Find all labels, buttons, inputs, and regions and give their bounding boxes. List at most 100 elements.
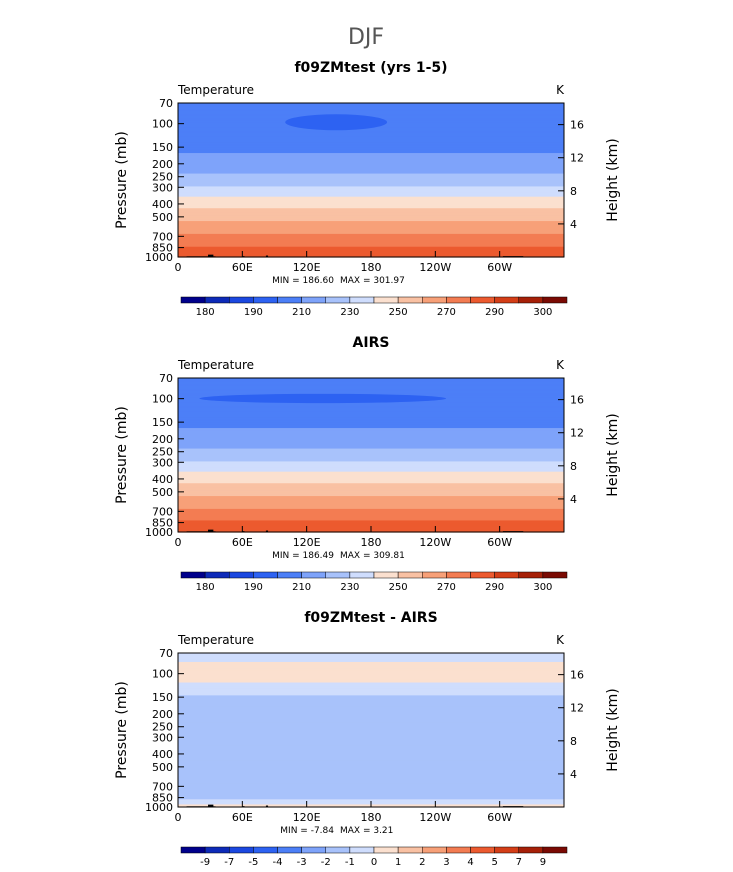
contour-band (178, 447, 564, 450)
contour-band (178, 771, 564, 773)
contour-band (178, 451, 564, 454)
lon-tick-label: 120W (419, 261, 451, 274)
topo-block (208, 529, 214, 532)
colorbar-swatch (373, 296, 399, 304)
height-tick-label: 12 (570, 702, 584, 715)
contour-band (178, 668, 564, 671)
contour-band (178, 105, 564, 108)
colorbar-swatch (277, 296, 302, 304)
contour-band (178, 200, 564, 203)
contour-band (178, 416, 564, 419)
contour-band (178, 226, 564, 229)
colorbar-swatch (397, 296, 423, 304)
contour-band (178, 463, 564, 466)
pressure-tick-label: 500 (152, 211, 173, 224)
contour-band (178, 490, 564, 493)
contour-band (178, 487, 564, 489)
contour-band (178, 722, 564, 725)
height-tick-label: 8 (570, 185, 577, 198)
contour-band (178, 224, 564, 227)
colorbar-swatch (325, 571, 351, 579)
height-tick-label: 16 (570, 669, 584, 682)
colorbar-swatch (470, 846, 495, 854)
height-tick-label: 16 (570, 394, 584, 407)
height-tick-label: 8 (570, 460, 577, 473)
units-label: K (556, 83, 565, 97)
contour-band (178, 206, 564, 209)
contour-band (178, 772, 564, 775)
contour-band (178, 686, 564, 689)
contour-band (178, 129, 564, 132)
colorbar-swatch (180, 296, 206, 304)
contour-band (178, 744, 564, 746)
colorbar-swatch (277, 571, 302, 579)
variable-label: Temperature (177, 633, 254, 647)
contour-fill (178, 103, 564, 258)
y2-axis-label: Height (km) (605, 688, 621, 771)
contour-band (178, 687, 564, 690)
colorbar-swatch (470, 571, 495, 579)
contour-band (178, 758, 564, 761)
contour-band (178, 248, 564, 250)
colorbar-label: 4 (467, 857, 473, 868)
colorbar-label: 5 (491, 857, 497, 868)
contour-band (178, 429, 564, 432)
contour-band (178, 478, 564, 480)
contour-band (178, 728, 564, 731)
contour-band (178, 672, 564, 675)
contour-band (178, 428, 564, 430)
contour-band (178, 446, 564, 448)
lon-tick-label: 0 (175, 811, 182, 824)
contour-band (178, 455, 564, 457)
contour-band (178, 762, 564, 764)
contour-band (178, 786, 564, 789)
contour-band (178, 218, 564, 221)
contour-band (178, 149, 564, 152)
colorbar-swatch (349, 846, 375, 854)
contour-band (178, 492, 564, 495)
contour-band (178, 476, 564, 479)
contour-band (178, 733, 564, 736)
contour-band (178, 180, 564, 182)
contour-band (178, 789, 564, 791)
contour-band (178, 664, 564, 667)
colorbar-label: 180 (196, 582, 215, 593)
contour-band (178, 160, 564, 163)
contour-band (178, 381, 564, 384)
colorbar-swatch (204, 296, 230, 304)
pressure-tick-label: 850 (152, 517, 173, 530)
contour-band (178, 413, 564, 416)
contour-band (178, 103, 564, 105)
contour-band (178, 472, 564, 475)
contour-band (178, 462, 564, 465)
pressure-tick-label: 400 (152, 473, 173, 486)
colorbar-label: -5 (248, 857, 258, 868)
contour-band (178, 185, 564, 188)
contour-band (178, 386, 564, 389)
contour-band (178, 708, 564, 711)
colorbar-label: 0 (371, 857, 377, 868)
contour-band (178, 489, 564, 492)
contour-band (178, 209, 564, 212)
contour-band (178, 727, 564, 730)
contour-band (178, 679, 564, 682)
contour-band (178, 440, 564, 443)
contour-band (178, 176, 564, 179)
colorbar-swatch (253, 571, 278, 579)
pressure-tick-label: 1000 (145, 251, 173, 264)
contour-band (178, 153, 564, 155)
contour-band (178, 201, 564, 204)
colorbar-swatch (229, 846, 254, 854)
contour-band (178, 135, 564, 137)
pressure-tick-label: 150 (152, 416, 173, 429)
contour-band (178, 485, 564, 488)
pressure-tick-label: 70 (159, 372, 173, 385)
colorbar-swatch (180, 846, 206, 854)
contour-band (178, 754, 564, 757)
contour-band (178, 403, 564, 406)
contour-band (178, 785, 564, 788)
contour-band (178, 213, 564, 216)
contour-band (178, 465, 564, 468)
lon-tick-label: 60E (232, 536, 253, 549)
pressure-tick-label: 250 (152, 171, 173, 184)
